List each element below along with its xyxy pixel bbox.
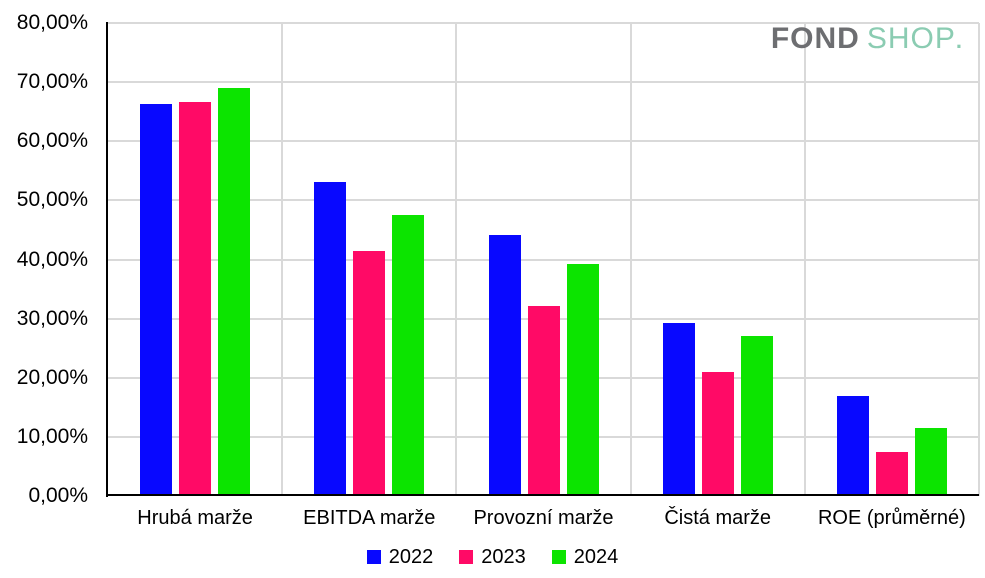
legend-item-2023: 2023 [459, 546, 526, 568]
bar-2022 [662, 323, 695, 496]
legend-swatch-icon [459, 550, 474, 564]
gridline [108, 81, 979, 84]
bar-2022 [488, 234, 521, 496]
bar-2023 [701, 371, 734, 496]
plot-area [108, 22, 980, 496]
legend-item-2024: 2024 [551, 546, 619, 568]
gridline [108, 22, 979, 24]
y-tick-label: 30,00% [16, 306, 88, 330]
legend-item-2022: 2022 [366, 546, 434, 568]
bar-2024 [914, 428, 947, 496]
bar-2023 [353, 251, 386, 496]
y-tick-label: 0,00% [28, 484, 88, 507]
gridline [108, 199, 979, 202]
bar-2022 [836, 396, 869, 496]
gridline [455, 23, 458, 496]
x-category-label: Provozní marže [473, 507, 614, 529]
gridline [108, 140, 979, 143]
legend-label: 2023 [481, 546, 526, 568]
y-axis-line [106, 22, 108, 497]
logo-dot: . [955, 28, 963, 53]
bar-2024 [566, 263, 599, 496]
x-category-label: ROE (průměrné) [817, 507, 966, 529]
y-tick-label: 20,00% [16, 365, 88, 389]
fondshop-logo: FOND SHOP. [771, 24, 963, 56]
y-tick-label: 10,00% [16, 424, 88, 448]
y-tick-label: 60,00% [16, 129, 88, 153]
logo-text-shop: SHOP [866, 22, 956, 55]
y-tick-label: 40,00% [16, 247, 88, 271]
x-category-label: Hrubá marže [137, 507, 253, 529]
gridline [803, 23, 806, 496]
bar-2022 [314, 182, 347, 496]
bar-2024 [740, 335, 773, 496]
y-tick-label: 50,00% [16, 188, 88, 212]
x-category-label: EBITDA marže [303, 507, 436, 529]
bar-2024 [218, 88, 251, 496]
legend-swatch-icon [366, 550, 381, 564]
gridline [281, 23, 284, 496]
bar-2024 [392, 214, 425, 496]
bar-2023 [527, 305, 560, 496]
logo-text-fond: FOND [770, 22, 860, 55]
legend-swatch-icon [551, 550, 566, 564]
x-axis-line [106, 494, 979, 496]
y-tick-label: 70,00% [16, 70, 88, 94]
gridline [629, 23, 632, 496]
legend-label: 2024 [573, 546, 619, 568]
bar-2023 [875, 452, 908, 496]
bar-2023 [179, 101, 212, 496]
x-category-label: Čistá marže [664, 507, 772, 529]
legend: 2022 2023 2024 [0, 546, 985, 568]
x-axis: Hrubá marže EBITDA marže Provozní marže Čis… [0, 505, 985, 533]
y-axis: 0,00% 10,00% 20,00% 30,00% 40,00% 50,00% 60,00… [0, 0, 88, 578]
bar-2022 [140, 104, 173, 496]
gridline [978, 23, 980, 496]
legend-label: 2022 [388, 546, 434, 568]
y-tick-label: 80,00% [16, 11, 88, 34]
gridline [108, 258, 979, 261]
